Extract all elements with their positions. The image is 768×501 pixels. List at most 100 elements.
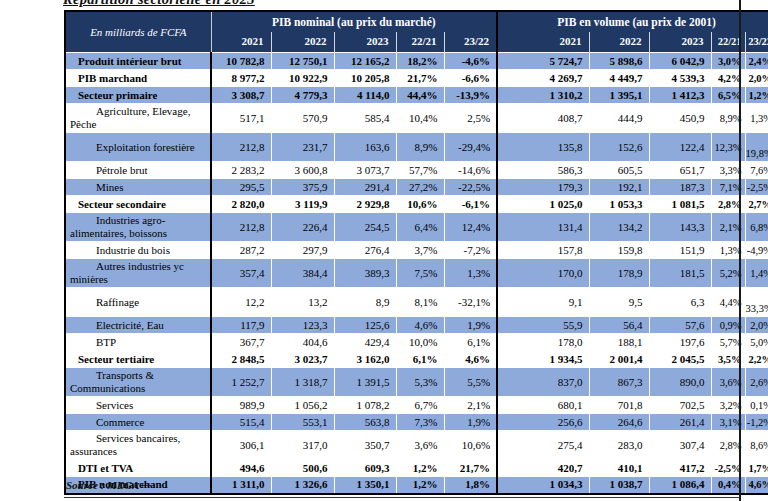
cell-value: 1 318,7 [271,368,334,397]
table-row: DTI et TVA494,6500,6609,31,2%21,7%420,74… [65,460,768,477]
cell-value: 134,2 [589,213,649,242]
cell-value: 2,0% [745,317,768,334]
table-row: PIB marchand8 977,210 922,910 205,821,7%… [65,70,768,87]
cell-value: 57,6 [649,317,711,334]
cell-value: 494,6 [211,460,271,477]
year-header: 2023 [649,32,711,53]
cell-value: 57,7% [396,162,444,179]
cell-value: 2,4% [745,53,768,70]
year-header: 2023 [334,32,396,53]
cell-value: 867,3 [589,368,649,397]
cell-value: 117,9 [211,317,271,334]
cell-value: 417,2 [649,460,711,477]
cell-value: 6,1% [444,334,497,351]
row-label: Autres industries yc minières [65,259,211,288]
cell-value: 10,6% [444,431,497,460]
cell-value: 10 922,9 [271,70,334,87]
cell-value: 6,4% [396,213,444,242]
cell-value: 2 045,5 [649,351,711,368]
cell-value: 226,4 [271,213,334,242]
cell-value: 27,2% [396,179,444,196]
cell-value: 4 779,3 [271,87,334,104]
cell-value: 1 038,7 [589,477,649,494]
row-label: DTI et TVA [65,460,211,477]
cell-value: 307,4 [649,431,711,460]
cell-value: 553,1 [271,414,334,431]
cell-value: 21,7% [444,460,497,477]
cell-value: 317,0 [271,431,334,460]
row-label: PIB marchand [65,70,211,87]
cell-value: 1 412,3 [649,87,711,104]
table-row: Pétrole brut2 283,23 600,83 073,757,7%-1… [65,162,768,179]
cell-value: 6 042,9 [649,53,711,70]
cell-value: -13,9% [444,87,497,104]
cell-value: 2,5% [444,104,497,133]
cell-value: 179,3 [497,179,589,196]
cell-value: 2 929,8 [334,196,396,213]
cell-value: -2,5% [745,179,768,196]
cell-value: 159,8 [589,242,649,259]
cell-value: 256,6 [497,414,589,431]
cell-value: 8,6% [745,431,768,460]
cell-value: 44,4% [396,87,444,104]
table-row: PIB non marchand1 311,01 326,61 350,11,2… [65,477,768,494]
cell-value: 2,0% [745,70,768,87]
cell-value: 18,2% [396,53,444,70]
cell-value: 6,7% [396,397,444,414]
cell-value: 3 308,7 [211,87,271,104]
cell-value: 1,9% [444,414,497,431]
cell-value: 570,9 [271,104,334,133]
cell-value: 2,7% [745,196,768,213]
cell-value: 6,8% [745,213,768,242]
cell-value: 291,4 [334,179,396,196]
cell-value: 55,9 [497,317,589,334]
cell-value: -6,6% [444,70,497,87]
cell-value: 4 269,7 [497,70,589,87]
cell-value: 3,7% [396,242,444,259]
table-row: Agriculture, Elevage, Pêche517,1570,9585… [65,104,768,133]
cell-value: 1 350,1 [334,477,396,494]
page-border-bottom-line [64,497,740,498]
cell-value: 1,4% [745,259,768,288]
cell-value: 10 782,8 [211,53,271,70]
pib-sector-table: En milliards de FCFA PIB nominal (au pri… [64,10,768,495]
cell-value: 13,2 [271,288,334,317]
row-label: Secteur primaire [65,87,211,104]
cell-value: 450,9 [649,104,711,133]
cell-value: 163,6 [334,133,396,162]
cell-value: 12,4% [444,213,497,242]
cell-value: 5 724,7 [497,53,589,70]
cell-value: 375,9 [271,179,334,196]
cell-value: -4,9% [745,242,768,259]
cell-value: 515,4 [211,414,271,431]
cell-value: 131,4 [497,213,589,242]
cell-value: 410,1 [589,460,649,477]
group-header-volume: PIB en volume (au prix de 2001) [497,11,768,32]
year-header: 22/21 [396,32,444,53]
row-label: Exploitation forestière [65,133,211,162]
cell-value: 56,4 [589,317,649,334]
cell-value: 197,6 [649,334,711,351]
cell-value: 1 086,4 [649,477,711,494]
cell-value: 702,5 [649,397,711,414]
cell-value: 586,3 [497,162,589,179]
cell-value: 306,1 [211,431,271,460]
group-header-row: En milliards de FCFA PIB nominal (au pri… [65,11,768,32]
cell-value: 1,2% [396,477,444,494]
cell-value: 8 977,2 [211,70,271,87]
cell-value: 4,6% [444,351,497,368]
cell-value: 1 034,3 [497,477,589,494]
cell-value: 651,7 [649,162,711,179]
page-border-vertical-line [739,0,741,501]
cell-value: 989,9 [211,397,271,414]
cell-value: 276,4 [334,242,396,259]
cell-value: 212,8 [211,133,271,162]
cell-value: -4,6% [444,53,497,70]
year-header: 2022 [589,32,649,53]
document-page: Répartition sectorielle en 2023 En milli… [0,0,768,501]
cell-value: 357,4 [211,259,271,288]
row-label: Secteur tertiaire [65,351,211,368]
table-row: Produit intérieur brut10 782,812 750,112… [65,53,768,70]
table-row: Services989,91 056,21 078,26,7%2,1%680,1… [65,397,768,414]
cell-value: 157,8 [497,242,589,259]
